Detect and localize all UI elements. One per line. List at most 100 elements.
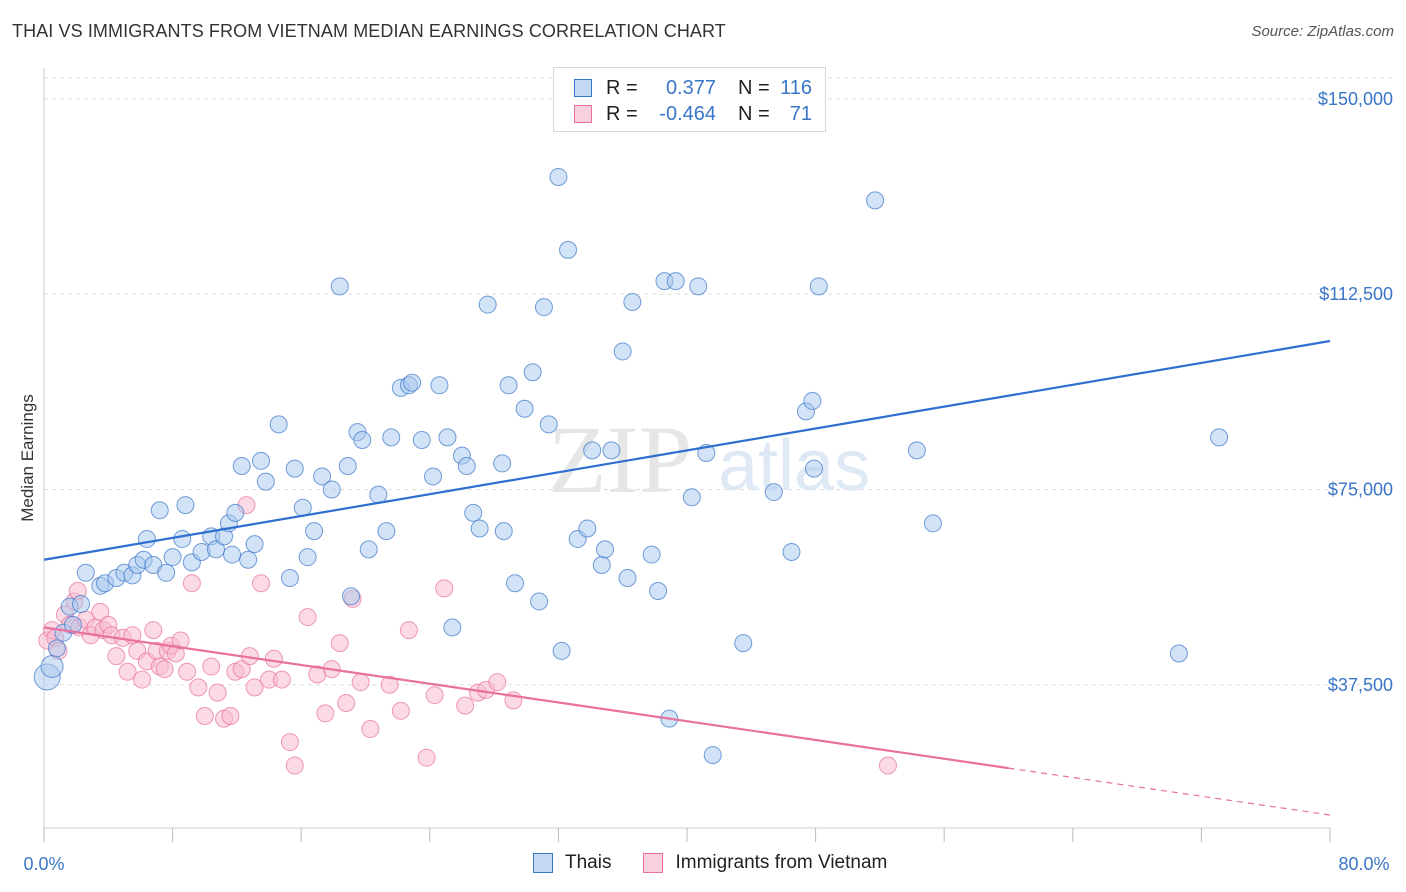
point-thais [157,563,176,582]
series-legend: Thais Immigrants from Vietnam [533,852,919,874]
point-thais [809,277,828,296]
point-vietnam [252,574,271,593]
point-vietnam [91,602,110,621]
point-thais [239,550,258,569]
point-thais [534,298,553,317]
point-thais [359,540,378,559]
point-vietnam [245,678,264,697]
point-vietnam [435,579,454,598]
legend-row-vietnam: R = -0.464 N = 71 [574,101,812,127]
point-thais [285,459,304,478]
point-vietnam [391,701,410,720]
point-vietnam [264,649,283,668]
point-vietnam [155,660,174,679]
x-tick-labels: 0.0% 80.0% [23,854,1389,874]
point-thais [559,240,578,259]
n-value: 71 [789,102,812,125]
point-thais [252,451,271,470]
point-thais [703,746,722,765]
legend-label-vietnam: Immigrants from Vietnam [675,852,888,873]
point-thais [493,454,512,473]
point-vietnam [195,707,214,726]
n-label: N = [738,102,770,125]
correlation-legend: R = 0.377 N = 116 R = -0.464 N = 71 [553,67,826,132]
point-thais [666,272,685,291]
series-blue-points [33,167,1229,765]
legend-label-thais: Thais [565,852,612,873]
watermark-zip: ZIP [548,406,692,513]
point-thais [578,519,597,538]
point-vietnam [133,670,152,689]
point-thais [478,295,497,314]
point-thais [71,595,90,614]
point-thais [342,587,361,606]
point-thais [523,363,542,382]
point-vietnam [361,720,380,739]
point-vietnam [316,704,335,723]
point-vietnam [221,707,240,726]
point-thais [907,441,926,460]
legend-swatch-blue [533,853,553,873]
point-thais [256,472,275,491]
point-thais [176,496,195,515]
legend-swatch-pink [574,105,592,123]
point-thais [505,574,524,593]
legend-swatch-blue [574,79,592,97]
trend-line-vietnam-extrapolated [1008,767,1331,816]
point-vietnam [189,678,208,697]
point-thais [313,467,332,486]
n-label: N = [738,76,770,99]
point-thais [623,292,642,311]
legend-item-vietnam[interactable]: Immigrants from Vietnam [643,852,887,874]
point-thais [353,430,372,449]
point-thais [223,545,242,564]
point-thais [764,483,783,502]
point-thais [470,519,489,538]
point-vietnam [351,673,370,692]
point-thais [618,569,637,587]
source-label: Source: ZipAtlas.com [1251,23,1394,40]
point-thais [298,548,317,567]
point-vietnam [232,660,251,679]
point-thais [549,167,568,186]
x-tick-label: 80.0% [1338,854,1389,874]
point-thais [330,277,349,296]
point-vietnam [878,756,897,775]
point-thais [163,548,182,567]
point-thais [592,555,611,574]
point-thais [499,376,518,395]
legend-item-thais[interactable]: Thais [533,852,611,874]
point-thais [377,522,396,541]
point-vietnam [182,574,201,593]
point-thais [457,457,476,476]
trend-line-thais [43,339,1331,561]
r-label: R = [606,102,638,125]
point-thais [47,639,66,658]
point-vietnam [399,621,418,640]
point-thais [338,457,357,476]
point-thais [866,191,885,210]
point-vietnam [337,694,356,712]
point-thais [403,373,422,392]
y-tick-labels: $37,500 $75,000 $112,500 $150,000 [1318,89,1393,695]
point-thais [76,563,95,582]
point-vietnam [488,673,507,692]
point-vietnam [178,662,197,681]
point-thais [583,441,602,460]
point-thais [596,540,615,559]
trend-lines [43,339,1331,816]
point-thais [804,459,823,478]
y-tick-label: $112,500 [1319,284,1393,304]
point-thais [369,485,388,504]
y-axis-label: Median Earnings [18,394,37,522]
point-thais [232,457,251,476]
point-thais [137,529,156,548]
point-thais [305,522,324,541]
point-vietnam [285,756,304,775]
point-vietnam [330,634,349,653]
point-vietnam [107,647,126,666]
point-thais [803,391,822,410]
point-thais [382,428,401,447]
point-vietnam [417,748,436,767]
point-thais [207,540,226,559]
